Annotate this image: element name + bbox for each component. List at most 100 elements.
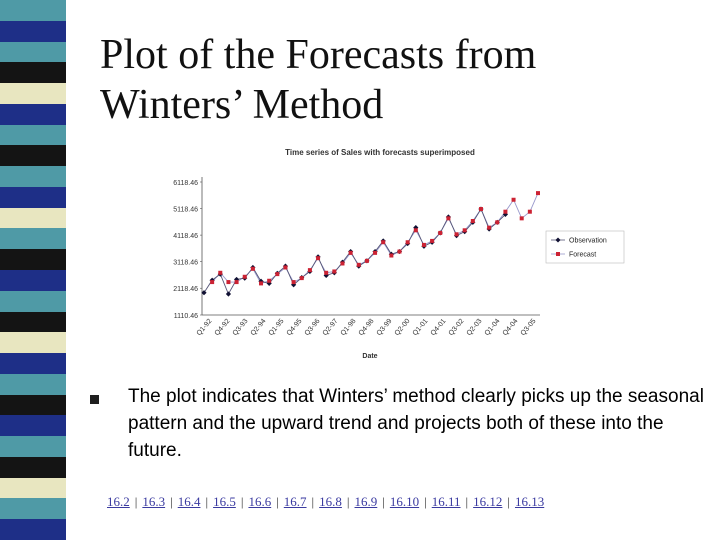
observation-point <box>225 291 232 297</box>
nav-link-16-9[interactable]: 16.9 <box>354 494 378 509</box>
nav-link-16-6[interactable]: 16.6 <box>248 494 272 509</box>
nav-link-16-13[interactable]: 16.13 <box>514 494 545 509</box>
stripe-block <box>0 436 66 458</box>
stripe-block <box>0 20 66 43</box>
nav-separator: | <box>424 494 427 509</box>
stripe-block <box>0 519 66 540</box>
stripe-block <box>0 186 66 209</box>
observation-point <box>201 290 207 296</box>
x-tick-label: Q3-96 <box>304 318 322 337</box>
chart-svg: Time series of Sales with forecasts supe… <box>173 148 625 360</box>
forecast-point <box>210 280 215 285</box>
forecast-point <box>340 261 345 266</box>
x-tick-label: Q2-94 <box>250 318 268 337</box>
nav-separator: | <box>507 494 510 509</box>
forecast-point <box>324 270 329 275</box>
stripe-block <box>0 311 66 333</box>
forecast-point <box>364 258 369 263</box>
forecast-point <box>438 230 443 235</box>
stripe-block <box>0 124 66 146</box>
forecast-point <box>430 238 435 243</box>
stripe-block <box>0 290 66 313</box>
forecast-point <box>413 228 418 233</box>
nav-separator: | <box>134 494 138 509</box>
observation-series-line <box>203 208 506 296</box>
forecast-point <box>356 262 361 267</box>
bullet-text: The plot indicates that Winters’ method … <box>128 386 704 461</box>
forecast-point <box>389 253 394 258</box>
forecast-point <box>519 216 524 221</box>
forecast-point <box>421 242 426 247</box>
stripe-block <box>0 0 66 22</box>
forecast-point <box>226 280 231 285</box>
forecast-point <box>536 191 540 196</box>
nav-link-16-10[interactable]: 16.10 <box>389 494 420 509</box>
decorative-stripe <box>0 0 66 540</box>
x-tick-label: Q1-95 <box>268 318 286 337</box>
forecast-point <box>446 216 451 221</box>
forecast-point <box>291 280 296 285</box>
stripe-block <box>0 145 66 167</box>
nav-separator: | <box>311 494 315 509</box>
nav-link-16-5[interactable]: 16.5 <box>213 494 236 509</box>
chart-title: Time series of Sales with forecasts supe… <box>285 148 475 157</box>
x-tick-label: Q3-02 <box>448 318 466 337</box>
forecast-point <box>397 249 402 254</box>
nav-separator: | <box>240 494 244 509</box>
stripe-block <box>0 62 66 84</box>
legend-observation-label: Observation <box>569 238 607 245</box>
forecast-point <box>470 218 475 223</box>
y-tick-label: 5118.46 <box>173 207 198 214</box>
stripe-block <box>0 270 66 292</box>
forecast-point <box>527 209 532 214</box>
x-axis-label: Date <box>362 353 377 360</box>
nav-separator: | <box>382 494 385 509</box>
forecast-point <box>267 278 272 283</box>
nav-link-16-11[interactable]: 16.11 <box>431 494 461 509</box>
forecast-point <box>250 266 255 271</box>
forecast-point <box>454 232 459 237</box>
stripe-block <box>0 103 66 126</box>
nav-link-16-12[interactable]: 16.12 <box>473 494 503 509</box>
bullet-square-icon <box>90 395 99 404</box>
y-tick-label: 4118.46 <box>173 233 198 240</box>
stripe-block <box>0 332 66 354</box>
forecast-point <box>242 274 247 279</box>
stripe-block <box>0 394 66 416</box>
x-tick-label: Q3-99 <box>376 318 394 337</box>
stripe-block <box>0 83 66 105</box>
title-line-1: Plot of the Forecasts from <box>100 32 537 78</box>
forecast-point <box>316 256 321 261</box>
forecast-point <box>405 240 410 245</box>
forecast-point <box>478 207 483 212</box>
nav-separator: | <box>346 494 350 509</box>
nav-link-16-8[interactable]: 16.8 <box>319 494 342 509</box>
nav-separator: | <box>465 494 469 509</box>
forecast-point <box>487 225 492 230</box>
nav-link-16-7[interactable]: 16.7 <box>283 494 307 509</box>
y-tick-label: 3118.46 <box>173 260 198 267</box>
x-tick-label: Q4-95 <box>286 318 304 337</box>
legend-forecast-label: Forecast <box>569 252 596 259</box>
legend-observation-marker <box>555 237 561 243</box>
stripe-block <box>0 477 66 499</box>
x-tick-label: Q1-98 <box>340 318 358 337</box>
x-tick-label: Q1-92 <box>196 318 214 337</box>
x-tick-label: Q3-05 <box>520 318 538 337</box>
nav-link-16-4[interactable]: 16.4 <box>177 494 201 509</box>
x-tick-label: Q4-01 <box>430 318 448 337</box>
forecast-point <box>503 209 508 214</box>
slide-title: Plot of the Forecasts from Winters’ Meth… <box>100 30 700 130</box>
x-tick-label: Q1-01 <box>412 318 430 337</box>
nav-link-16-3[interactable]: 16.3 <box>142 494 166 509</box>
forecast-point <box>348 250 353 255</box>
stripe-block <box>0 207 66 229</box>
observation-point <box>502 211 509 217</box>
nav-link-16-2[interactable]: 16.2 <box>107 494 130 509</box>
stripe-block <box>0 415 66 437</box>
forecast-point <box>332 269 337 274</box>
stripe-block <box>0 373 66 396</box>
forecast-point <box>299 276 304 281</box>
x-tick-label: Q3-93 <box>232 318 250 337</box>
forecast-point <box>373 250 378 255</box>
